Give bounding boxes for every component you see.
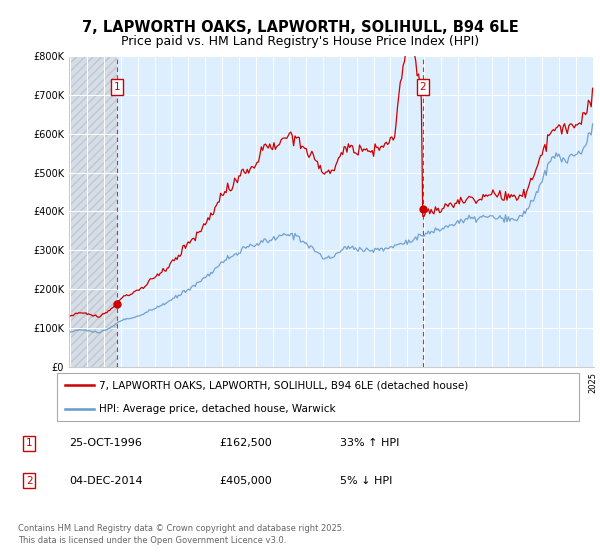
Text: 1: 1 (113, 82, 120, 92)
Text: Price paid vs. HM Land Registry's House Price Index (HPI): Price paid vs. HM Land Registry's House … (121, 35, 479, 48)
Text: 7, LAPWORTH OAKS, LAPWORTH, SOLIHULL, B94 6LE (detached house): 7, LAPWORTH OAKS, LAPWORTH, SOLIHULL, B9… (99, 380, 468, 390)
Text: 25-OCT-1996: 25-OCT-1996 (70, 438, 142, 449)
Text: 5% ↓ HPI: 5% ↓ HPI (340, 475, 392, 486)
Text: 2: 2 (419, 82, 426, 92)
Text: £405,000: £405,000 (220, 475, 272, 486)
Text: HPI: Average price, detached house, Warwick: HPI: Average price, detached house, Warw… (99, 404, 335, 414)
Text: 2: 2 (26, 475, 32, 486)
Text: Contains HM Land Registry data © Crown copyright and database right 2025.
This d: Contains HM Land Registry data © Crown c… (18, 524, 344, 545)
Text: 1: 1 (26, 438, 32, 449)
Text: 04-DEC-2014: 04-DEC-2014 (70, 475, 143, 486)
Text: 33% ↑ HPI: 33% ↑ HPI (340, 438, 400, 449)
Bar (69, 56, 117, 367)
Text: £162,500: £162,500 (220, 438, 272, 449)
FancyBboxPatch shape (56, 374, 580, 421)
Text: 7, LAPWORTH OAKS, LAPWORTH, SOLIHULL, B94 6LE: 7, LAPWORTH OAKS, LAPWORTH, SOLIHULL, B9… (82, 20, 518, 35)
